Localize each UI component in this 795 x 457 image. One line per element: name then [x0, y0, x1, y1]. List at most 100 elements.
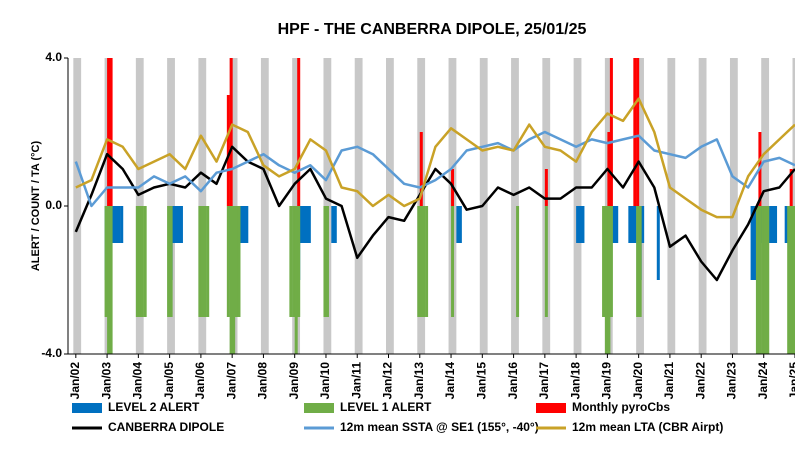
- bar: [544, 169, 548, 206]
- bar: [117, 206, 121, 243]
- y-tick-label: 4.0: [45, 50, 62, 64]
- legend-label: CANBERRA DIPOLE: [108, 420, 224, 434]
- bar: [458, 206, 462, 243]
- season-band: [354, 58, 363, 354]
- x-tick-label: Jan/06: [193, 362, 207, 400]
- x-tick-label: Jan/15: [474, 362, 488, 400]
- bar: [174, 206, 178, 243]
- bar: [226, 206, 230, 317]
- x-tick-label: Jan/10: [318, 362, 332, 400]
- season-band: [386, 58, 394, 354]
- x-tick-label: Jan/19: [600, 362, 614, 400]
- y-axis-label: ALERT / COUNT / TA (°C): [30, 141, 42, 272]
- bar: [602, 206, 606, 317]
- bar: [761, 206, 765, 354]
- legend-swatch: [304, 403, 334, 413]
- bar: [229, 58, 233, 206]
- bar: [792, 206, 795, 354]
- bar: [763, 206, 767, 354]
- bar: [451, 206, 455, 317]
- x-tick-label: Jan/13: [412, 362, 426, 400]
- bar: [307, 206, 311, 243]
- bar: [755, 206, 759, 354]
- bar: [107, 206, 111, 354]
- bar: [769, 206, 773, 243]
- bar: [630, 206, 634, 243]
- bar: [112, 206, 116, 243]
- bar: [750, 206, 754, 280]
- bar: [229, 206, 233, 354]
- bar: [325, 206, 329, 317]
- season-band: [260, 58, 269, 354]
- bar: [609, 206, 613, 317]
- bar: [636, 206, 640, 317]
- x-tick-label: Jan/02: [68, 362, 82, 400]
- bar: [636, 58, 640, 206]
- legend-label: 12m mean SSTA @ SE1 (155°, -40°): [340, 420, 539, 434]
- bar: [581, 206, 585, 243]
- bar: [633, 58, 637, 206]
- bar: [787, 206, 791, 354]
- x-tick-label: Jan/08: [256, 362, 270, 400]
- bar: [200, 206, 204, 317]
- bar: [167, 206, 171, 317]
- legend-label: 12m mean LTA (CBR Airpt): [572, 420, 723, 434]
- bar: [114, 206, 118, 243]
- x-tick-label: Jan/25: [787, 362, 795, 400]
- legend-label: LEVEL 2 ALERT: [108, 400, 200, 414]
- x-tick-label: Jan/22: [693, 362, 707, 400]
- bar: [120, 206, 124, 243]
- bar: [104, 206, 108, 317]
- bar: [172, 206, 176, 243]
- bar: [607, 206, 611, 354]
- x-tick-label: Jan/09: [287, 362, 301, 400]
- bar: [206, 206, 210, 317]
- bar: [292, 206, 296, 317]
- bar: [242, 206, 246, 243]
- line: [75, 97, 795, 219]
- bar: [419, 206, 423, 317]
- legend-swatch: [536, 403, 566, 413]
- legend-swatch: [72, 403, 102, 413]
- bar: [784, 206, 788, 243]
- bar: [323, 206, 327, 317]
- bar: [656, 206, 660, 280]
- x-tick-label: Jan/20: [631, 362, 645, 400]
- bar: [578, 206, 582, 243]
- bar: [239, 206, 243, 243]
- season-band: [698, 58, 707, 354]
- bar: [419, 132, 423, 206]
- bar: [456, 206, 460, 243]
- bar: [615, 206, 619, 243]
- x-tick-label: Jan/18: [568, 362, 582, 400]
- bar: [789, 169, 793, 206]
- bar: [628, 206, 632, 243]
- bar: [604, 206, 608, 354]
- x-tick-label: Jan/05: [162, 362, 176, 400]
- x-tick-label: Jan/04: [131, 362, 145, 400]
- bar: [305, 206, 309, 243]
- bar: [766, 206, 770, 354]
- bar: [544, 206, 548, 317]
- x-tick-label: Jan/17: [537, 362, 551, 400]
- bar: [771, 206, 775, 243]
- bar: [135, 206, 139, 317]
- bar: [198, 206, 202, 317]
- line: [74, 130, 795, 208]
- x-tick-label: Jan/24: [756, 362, 770, 400]
- bar: [300, 206, 304, 243]
- bar: [302, 206, 306, 243]
- bar: [422, 206, 426, 317]
- bar: [641, 206, 645, 243]
- bar: [179, 206, 183, 243]
- season-band: [511, 58, 519, 354]
- bar: [609, 58, 613, 206]
- bar: [245, 206, 249, 243]
- bar: [633, 206, 637, 243]
- y-tick-label: 0.0: [45, 198, 62, 212]
- bar: [234, 206, 238, 317]
- bar: [289, 206, 293, 317]
- bar: [232, 206, 236, 354]
- y-tick-label: -4.0: [41, 346, 62, 360]
- legend-label: LEVEL 1 ALERT: [340, 400, 432, 414]
